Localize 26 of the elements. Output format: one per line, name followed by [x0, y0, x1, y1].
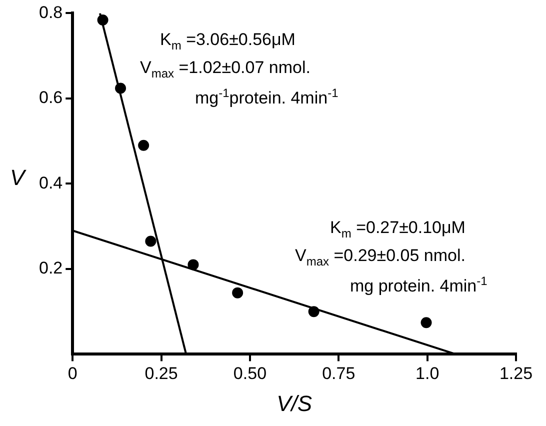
annotation: mg$^{-1}$protein. 4min$^{-1}$ — [195, 86, 338, 109]
x-tick-label: 0.50 — [233, 364, 267, 384]
point — [420, 317, 432, 328]
point — [232, 287, 244, 298]
annotation: mg protein. 4min$^{-1}$ — [350, 274, 488, 297]
annotation: K$_{m}$ =3.06±0.56μM — [160, 30, 296, 52]
y-tick-label: 0.2 — [38, 258, 63, 278]
point — [138, 140, 150, 151]
y-tick-label: 0.8 — [38, 2, 63, 22]
annotation: V$_{max}$ =0.29±0.05 nmol. — [295, 246, 466, 268]
x-tick-label: 0.75 — [322, 364, 356, 384]
x-tick-label: 0 — [68, 364, 78, 384]
point — [97, 14, 108, 26]
point — [115, 82, 126, 94]
y-tick-label: 0.6 — [38, 88, 63, 108]
x-tick-label: 0.25 — [144, 364, 178, 384]
x-tick-label: 1.0 — [416, 364, 440, 384]
point — [145, 236, 156, 247]
point — [188, 259, 199, 270]
x-tick-label: 1.25 — [499, 364, 533, 384]
annotation: K$_{m}$ =0.27±0.10μM — [330, 218, 466, 240]
y-tick-label: 0.4 — [38, 173, 63, 192]
point — [308, 306, 320, 318]
x-axis-title: V/S — [276, 390, 312, 416]
y-axis-title: V — [10, 165, 25, 191]
annotation: V$_{max}$ =1.02±0.07 nmol. — [140, 58, 310, 80]
